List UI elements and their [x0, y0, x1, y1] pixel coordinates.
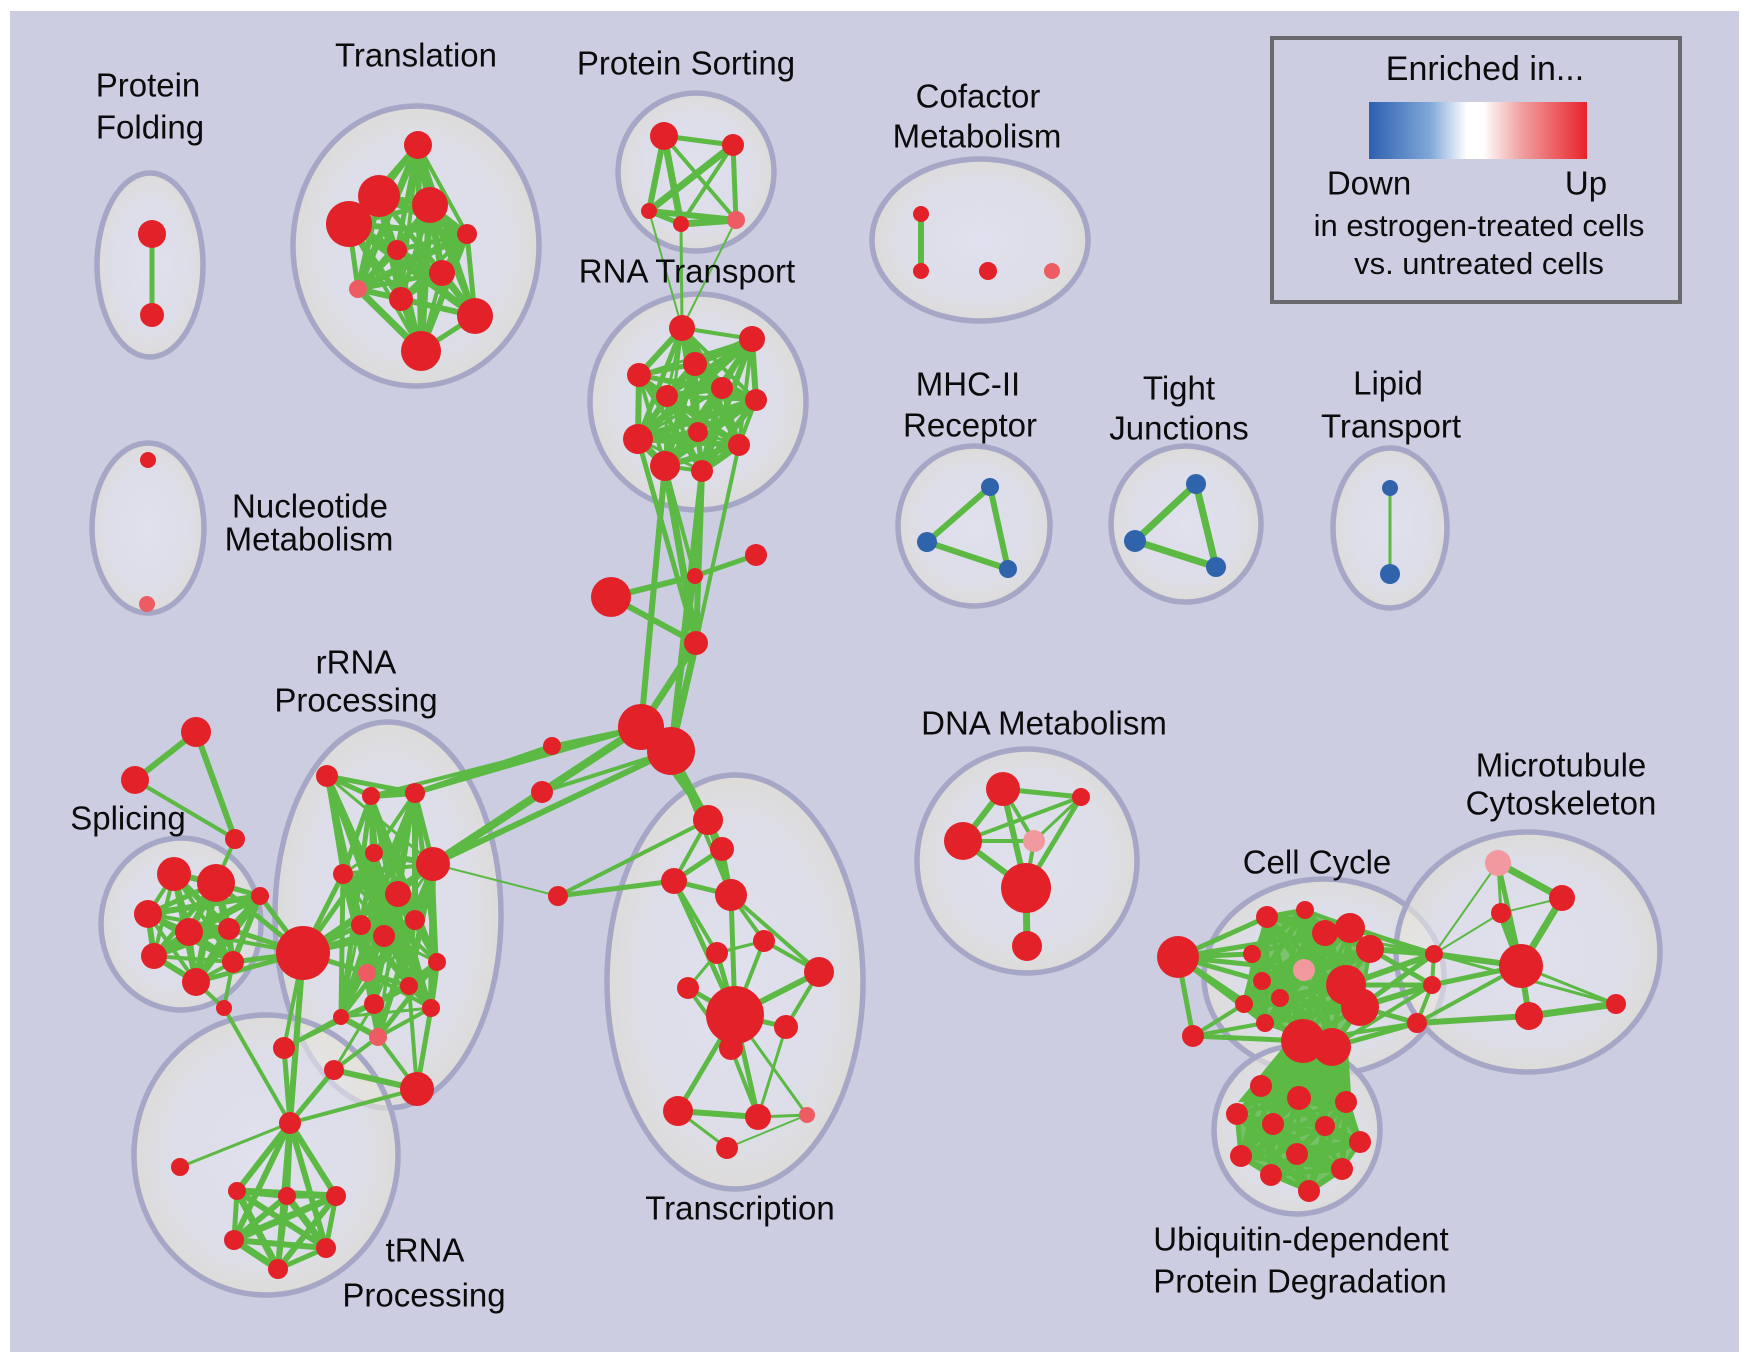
svg-text:tRNA: tRNA — [386, 1232, 465, 1269]
svg-text:Metabolism: Metabolism — [893, 118, 1062, 155]
svg-text:Junctions: Junctions — [1109, 410, 1248, 447]
svg-text:in estrogen-treated cells: in estrogen-treated cells — [1314, 208, 1645, 243]
svg-text:Processing: Processing — [274, 682, 437, 719]
svg-text:Protein Sorting: Protein Sorting — [577, 45, 795, 82]
svg-text:DNA Metabolism: DNA Metabolism — [921, 705, 1167, 742]
svg-text:RNA Transport: RNA Transport — [579, 253, 795, 290]
svg-text:Lipid: Lipid — [1353, 365, 1423, 402]
svg-text:Cofactor: Cofactor — [916, 78, 1041, 115]
svg-text:Transport: Transport — [1321, 408, 1461, 445]
svg-text:Tight: Tight — [1143, 370, 1215, 407]
svg-text:Enriched in...: Enriched in... — [1386, 50, 1584, 88]
svg-text:Cytoskeleton: Cytoskeleton — [1466, 785, 1657, 822]
svg-text:rRNA: rRNA — [316, 644, 397, 681]
svg-text:Microtubule: Microtubule — [1476, 747, 1647, 784]
svg-text:Folding: Folding — [96, 109, 204, 146]
svg-text:Cell Cycle: Cell Cycle — [1243, 844, 1392, 881]
svg-text:Down: Down — [1327, 165, 1411, 202]
svg-text:Ubiquitin-dependent: Ubiquitin-dependent — [1153, 1221, 1448, 1258]
svg-text:Nucleotide: Nucleotide — [232, 488, 388, 525]
svg-text:Up: Up — [1565, 165, 1607, 202]
svg-text:MHC-II: MHC-II — [916, 366, 1020, 403]
svg-text:vs. untreated cells: vs. untreated cells — [1354, 246, 1604, 281]
svg-text:Protein: Protein — [96, 67, 201, 104]
svg-text:Translation: Translation — [335, 37, 497, 74]
svg-text:Transcription: Transcription — [645, 1190, 835, 1227]
svg-text:Protein Degradation: Protein Degradation — [1153, 1263, 1447, 1300]
svg-text:Receptor: Receptor — [903, 407, 1037, 444]
svg-text:Processing: Processing — [342, 1277, 505, 1314]
svg-text:Metabolism: Metabolism — [225, 521, 394, 558]
svg-text:Splicing: Splicing — [70, 800, 186, 837]
